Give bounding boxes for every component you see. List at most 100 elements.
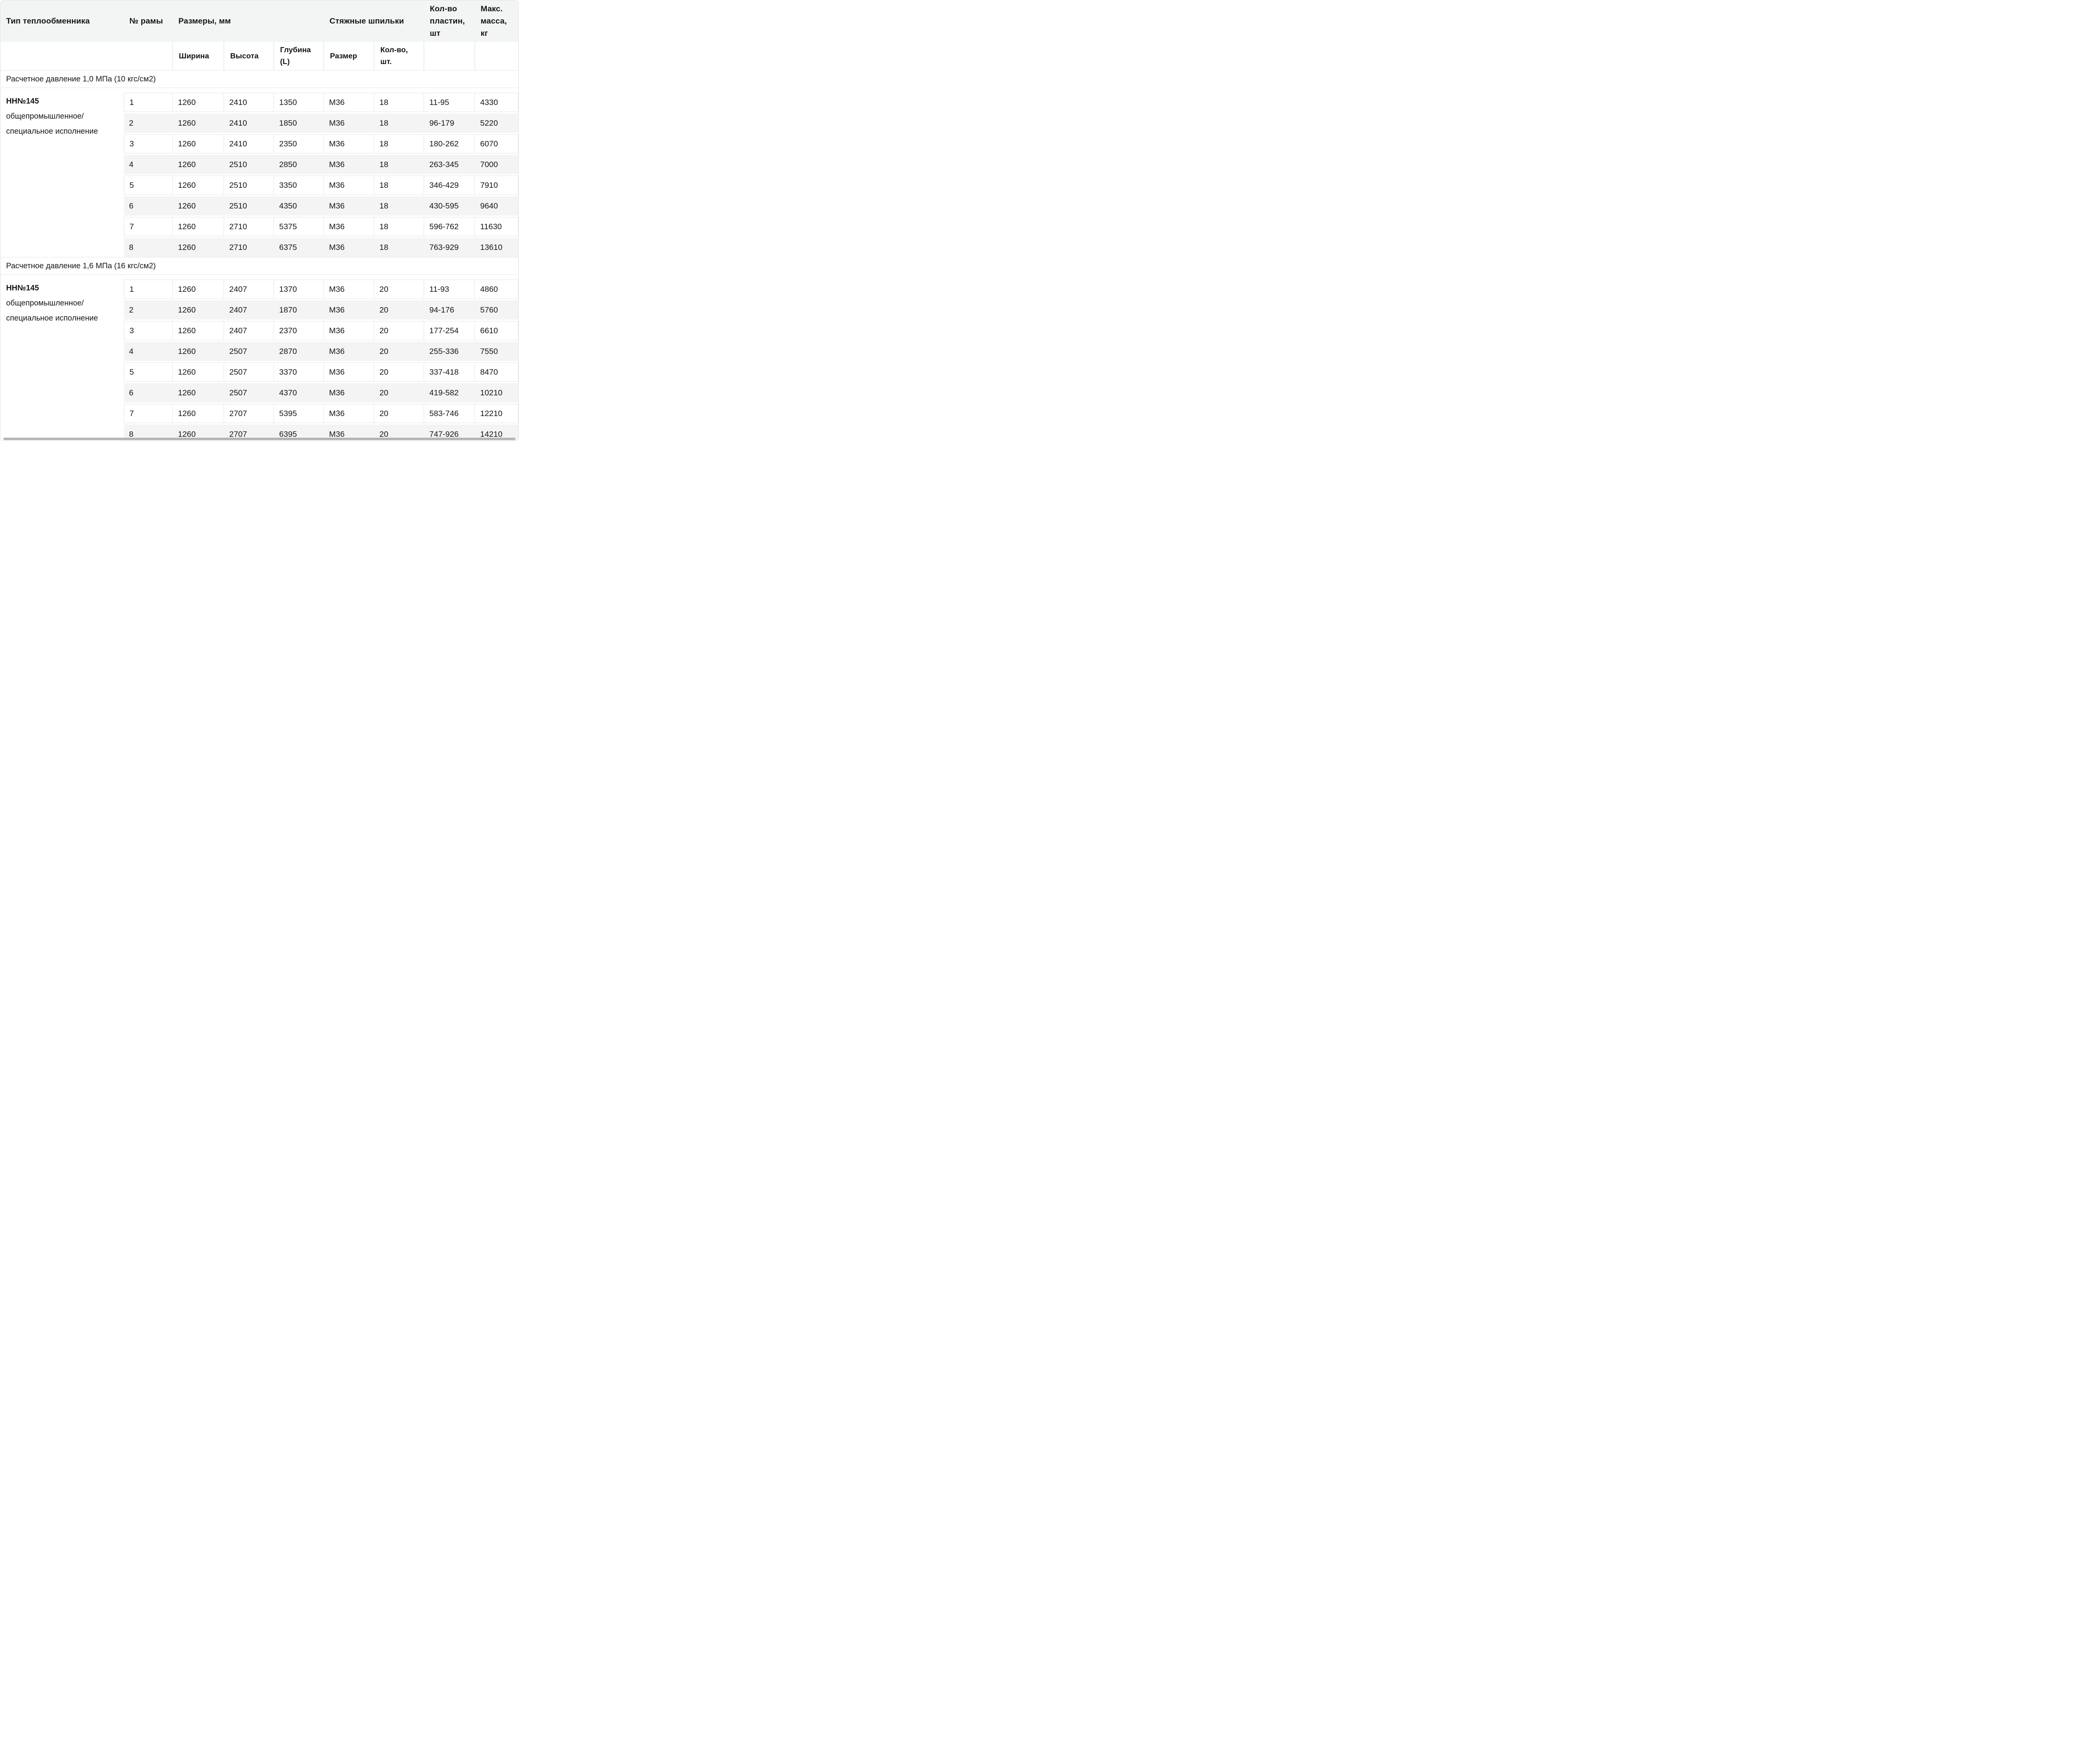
table-cell: 3370 (274, 362, 324, 382)
exchanger-type-cell: НН№145 общепромышленное/ специальное исп… (0, 88, 124, 257)
table-cell: 1350 (274, 93, 324, 112)
table-cell: 763-929 (429, 242, 459, 252)
table-cell: М36 (324, 134, 374, 153)
table-row: 2 1260 2407 1870 М36 20 94-176 5760 (124, 300, 518, 320)
table-cell: 5 (124, 176, 173, 195)
table-cell: 4860 (475, 280, 518, 299)
table-cell: 7000 (480, 160, 498, 169)
table-cell: 10210 (480, 388, 503, 397)
table-cell: 1260 (178, 201, 196, 210)
table-cell: 180-262 (424, 134, 475, 153)
col-header-type: Тип теплообменника (6, 16, 90, 25)
table-cell: 20 (374, 280, 424, 299)
table-cell: 1260 (173, 362, 224, 382)
subheader-depth: Глубина (L) (274, 42, 323, 70)
table-cell: 2410 (229, 118, 247, 128)
table-cell: 2407 (229, 305, 247, 314)
table-cell: 1260 (173, 404, 224, 423)
table-subheader-row: Ширина Высота Глубина (L) Размер Кол-во,… (0, 42, 518, 70)
table-cell: 430-595 (429, 201, 459, 210)
table-cell: 6395 (279, 429, 297, 439)
table-cell: 94-176 (429, 305, 454, 314)
subheader-empty-plates (425, 42, 474, 70)
table-cell: М36 (324, 93, 374, 112)
table-row: 1 1260 2410 1350 М36 18 11-95 4330 (124, 93, 518, 112)
table-row: 3 1260 2407 2370 М36 20 177-254 6610 (124, 321, 518, 340)
table-cell: 1260 (178, 160, 196, 169)
table-cell: М36 (324, 321, 374, 340)
col-header-dimensions: Размеры, мм (178, 16, 231, 25)
table-cell: 1260 (173, 280, 224, 299)
table-cell: 20 (379, 388, 388, 397)
table-cell: 1870 (279, 305, 297, 314)
table-cell: 11630 (475, 217, 518, 236)
table-cell: М36 (324, 362, 374, 382)
table-cell: 2410 (224, 134, 274, 153)
table-cell: 7 (124, 404, 173, 423)
table-cell: 3 (124, 321, 173, 340)
table-cell: 1370 (274, 280, 324, 299)
table-row: 4 1260 2507 2870 М36 20 255-336 7550 (124, 342, 518, 361)
subheader-stud-size: Размер (324, 42, 373, 70)
table-cell: 14210 (480, 429, 503, 439)
table-cell: 18 (379, 201, 388, 210)
table-cell: 12210 (475, 404, 518, 423)
col-header-tie-studs: Стяжные шпильки (330, 16, 404, 25)
table-cell: 18 (374, 134, 424, 153)
table-cell: 1260 (178, 346, 196, 356)
table-cell: 2 (129, 118, 134, 128)
table-cell: 2407 (224, 280, 274, 299)
table-cell: 2 (129, 305, 134, 314)
col-header-plate-count: Кол-во пластин, шт (430, 4, 465, 38)
table-cell: 8 (129, 242, 134, 252)
table-cell: 263-345 (429, 160, 459, 169)
table-cell: 1 (124, 93, 173, 112)
table-cell: 596-762 (424, 217, 475, 236)
section-title: Расчетное давление 1,6 МПа (16 кгс/см2) (0, 257, 518, 275)
table-cell: 255-336 (429, 346, 459, 356)
table-cell: 5395 (274, 404, 324, 423)
heat-exchanger-spec-table: Тип теплообменника № рамы Размеры, мм Ст… (0, 0, 519, 441)
table-cell: 2710 (229, 242, 247, 252)
section-rows: 1 1260 2410 1350 М36 18 11-95 4330 2 1260 2410 1850… (124, 88, 518, 257)
table-cell: М36 (329, 242, 345, 252)
table-cell: 337-418 (424, 362, 475, 382)
table-cell: 5375 (274, 217, 324, 236)
table-cell: 2350 (274, 134, 324, 153)
table-cell: 4 (129, 160, 134, 169)
table-cell: 177-254 (424, 321, 475, 340)
table-cell: 20 (379, 429, 388, 439)
table-cell: 2707 (224, 404, 274, 423)
table-cell: М36 (324, 404, 374, 423)
table-cell: 11-95 (424, 93, 475, 112)
table-cell: М36 (324, 280, 374, 299)
table-cell: М36 (329, 429, 345, 439)
table-cell: 1260 (178, 118, 196, 128)
table-cell: 7 (124, 217, 173, 236)
table-row: 8 1260 2710 6375 М36 18 763-929 13610 (124, 238, 518, 257)
table-row: 7 1260 2710 5375 М36 18 596-762 11630 (124, 217, 518, 236)
table-cell: 4 (129, 346, 134, 356)
table-cell: 18 (379, 160, 388, 169)
table-cell: М36 (324, 176, 374, 195)
section-rows: 1 1260 2407 1370 М36 20 11-93 4860 2 1260 2407 1870… (124, 275, 518, 441)
subheader-stud-qty: Кол-во, шт. (375, 42, 423, 70)
table-cell: 20 (379, 305, 388, 314)
table-cell: 1260 (178, 242, 196, 252)
table-cell: 3350 (274, 176, 324, 195)
subheader-width: Ширина (173, 42, 223, 70)
exchanger-type-desc-line2: специальное исполнение (6, 314, 98, 322)
table-cell: 1260 (178, 305, 196, 314)
horizontal-scrollbar-thumb[interactable] (3, 438, 515, 440)
table-cell: 2507 (229, 346, 247, 356)
table-row: 7 1260 2707 5395 М36 20 583-746 12210 (124, 404, 518, 423)
table-cell: 13610 (480, 242, 503, 252)
exchanger-type-name: НН№145 (6, 97, 39, 105)
table-cell: 3 (124, 134, 173, 153)
table-cell: 1260 (178, 429, 196, 439)
section-body: НН№145 общепромышленное/ специальное исп… (0, 88, 518, 257)
table-cell: 5 (124, 362, 173, 382)
table-cell: 2510 (229, 160, 247, 169)
table-row: 5 1260 2507 3370 М36 20 337-418 8470 (124, 362, 518, 382)
table-cell: 11-93 (424, 280, 475, 299)
